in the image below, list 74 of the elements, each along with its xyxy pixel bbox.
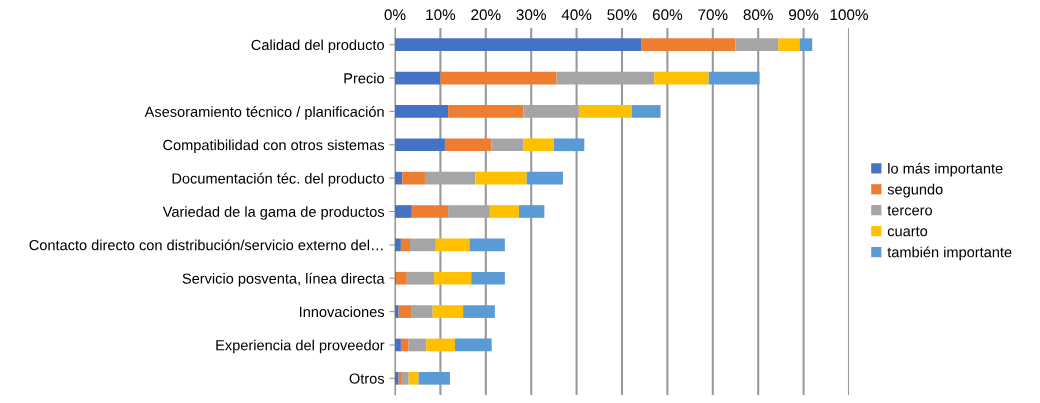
bar [463,305,495,318]
bar [469,238,505,252]
x-tick-label: 40% [561,9,592,21]
y-tick-label: Contacto directo con distribución/servicio externo del… [29,239,383,251]
y-tick-label: Variedad de la gama de productos [162,206,385,220]
bar [440,71,557,85]
bar [400,238,410,252]
bar [395,338,401,352]
bar [406,271,435,285]
bar [395,271,407,285]
bar [641,38,736,52]
bar [435,238,470,252]
bar [454,338,492,352]
bar [444,138,492,152]
y-tick-label: Servicio posventa, línea directa [182,272,385,287]
bar [395,138,445,152]
y-tick-label: Otros [349,373,385,384]
x-tick-label: 70% [698,9,728,21]
bar [395,38,642,52]
bar [518,205,545,218]
bar [489,205,519,218]
bar [395,171,403,185]
legend-label: segundo [887,183,943,198]
bar [448,105,524,118]
bar [411,205,449,218]
legend-label: también importante [887,246,1012,261]
bar [395,105,449,118]
y-tick-label: Calidad del producto [251,39,384,53]
bar [654,71,709,85]
x-tick-label: 90% [789,9,819,21]
x-tick-label: 60% [652,9,683,21]
bar [401,371,409,385]
bar [426,338,455,352]
bar [471,271,505,285]
x-tick-label: 50% [607,9,637,21]
bar [799,38,813,52]
legend-label: cuarto [887,226,928,237]
y-tick-label: Precio [344,72,384,84]
y-tick-label: Asesoramiento técnico / planificación [144,106,384,120]
bar [526,171,563,185]
bar [408,371,419,385]
bar [778,38,800,52]
bar [411,305,433,318]
bar [395,205,412,218]
bar [491,138,524,152]
x-tick-label: 20% [471,9,501,21]
bar [395,238,401,252]
bar [418,371,450,385]
bar [402,171,425,185]
bar [400,338,409,352]
y-tick-label: Innovaciones [300,306,385,318]
bar [434,271,472,285]
bar [578,105,632,118]
x-tick-label: 30% [516,9,546,21]
bar [395,71,441,85]
bar [475,171,527,185]
bar [395,305,399,318]
x-tick-label: 80% [743,9,773,21]
bar [708,71,760,85]
bar [432,305,464,318]
bar [631,105,661,118]
bar [409,238,436,252]
legend-label: lo más importante [888,162,1003,177]
x-tick-label: 10% [426,9,456,21]
legend-label: tercero [887,205,933,216]
y-tick-label: Documentación téc. del producto [172,172,384,187]
y-tick-label: Compatibilidad con otros sistemas [163,139,385,154]
y-tick-label: Experiencia del proveedor [216,339,385,354]
bar [398,305,412,318]
bar [523,138,554,152]
bar [553,138,585,152]
bar [408,338,427,352]
x-tick-label: 100% [830,9,868,21]
x-tick-label: 0% [384,9,406,21]
